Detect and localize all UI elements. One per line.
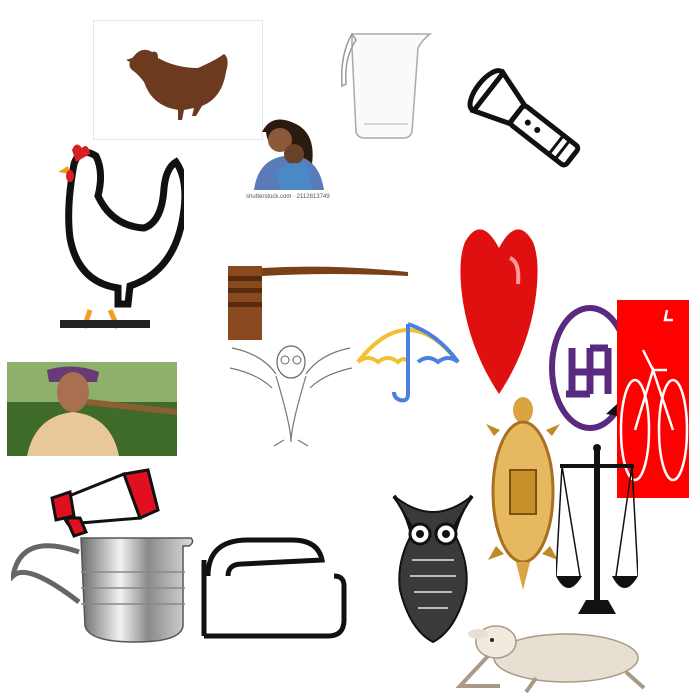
flashlight-icon xyxy=(456,54,598,190)
owl-outline-icon xyxy=(228,340,354,448)
scales-of-justice-icon xyxy=(556,442,638,620)
mother-child-icon: shutterstock.com · 2112813749 xyxy=(244,112,338,204)
outline-jug-icon xyxy=(200,536,348,640)
gavel-icon xyxy=(224,262,410,342)
bicycle-icon xyxy=(617,300,689,498)
lamb-icon xyxy=(456,616,652,696)
white-hen-icon xyxy=(50,134,184,330)
farmer-photo-icon xyxy=(7,362,177,456)
stock-caption: shutterstock.com · 2112813749 xyxy=(246,194,330,200)
hen-silhouette-icon xyxy=(93,20,263,140)
turtle-icon xyxy=(486,396,560,592)
measuring-jug-icon xyxy=(338,28,434,140)
megaphone-icon xyxy=(44,468,162,540)
heart-icon xyxy=(460,224,538,396)
owl-tribal-icon xyxy=(390,490,476,646)
umbrella-icon xyxy=(354,318,462,404)
steel-jug-icon xyxy=(11,532,197,644)
